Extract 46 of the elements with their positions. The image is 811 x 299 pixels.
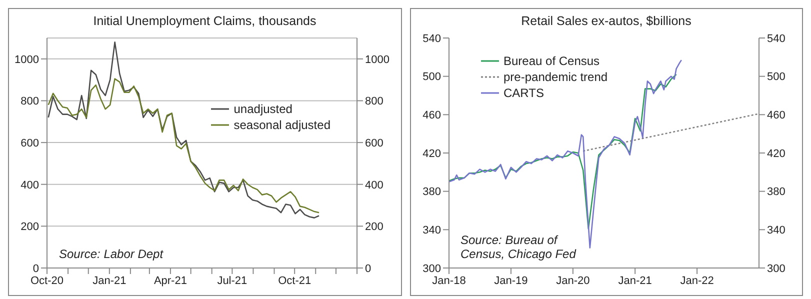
legend-label: CARTS [504,86,544,100]
y2-tick-label: 0 [365,262,372,275]
annotation: Source: Labor Dept [59,247,164,261]
x-tick-label: Oct-21 [278,274,312,287]
x-tick-label: Jan-19 [494,274,528,287]
x-tick-label: Oct-20 [30,274,64,287]
y2-tick-label: 460 [766,110,785,122]
y2-tick-label: 540 [766,32,785,45]
x-tick-label: Jan-21 [92,274,126,287]
x-tick-label: Jan-21 [618,274,652,287]
legend-label: seasonal adjusted [234,118,330,132]
y2-tick-label: 400 [365,179,384,192]
x-tick-label: Jul-21 [217,274,248,287]
y2-tick-label: 200 [365,221,384,234]
chart-title: Retail Sales ex-autos, $billions [520,14,692,30]
y-tick-label: 400 [20,179,39,192]
annotation: Source: Bureau of Census, Chicago Fed [460,233,578,261]
x-tick-label: Jan-22 [680,274,714,287]
y2-tick-label: 1000 [365,54,390,66]
y-tick-label: 300 [422,262,440,275]
x-tick-label: Jan-18 [432,274,466,287]
y-tick-label: 600 [20,137,39,150]
x-tick-label: Jan-20 [556,274,590,287]
y2-tick-label: 500 [766,71,785,84]
legend-label: unadjusted [234,102,292,116]
y2-tick-label: 300 [766,262,785,275]
y2-tick-label: 600 [365,137,384,150]
y-tick-label: 540 [422,32,440,45]
y-tick-label: 200 [20,221,39,234]
y2-tick-label: 800 [365,96,384,108]
y-tick-label: 420 [422,148,440,160]
y-tick-label: 1000 [14,54,39,66]
y-tick-label: 380 [422,186,440,198]
x-tick-label: Apr-21 [154,274,187,287]
legend-label: pre-pandemic trend [504,70,608,84]
legend-label: Bureau of Census [504,54,600,68]
y-tick-label: 460 [422,110,440,122]
y2-tick-label: 380 [766,186,785,198]
y-tick-label: 800 [20,96,39,108]
chart-title: Initial Unemployment Claims, thousands [92,14,318,30]
y-tick-label: 340 [422,224,440,237]
y2-tick-label: 420 [766,148,785,160]
line-series [448,74,676,230]
y-tick-label: 500 [422,71,440,84]
y2-tick-label: 340 [766,224,785,237]
y-tick-label: 0 [32,262,39,275]
